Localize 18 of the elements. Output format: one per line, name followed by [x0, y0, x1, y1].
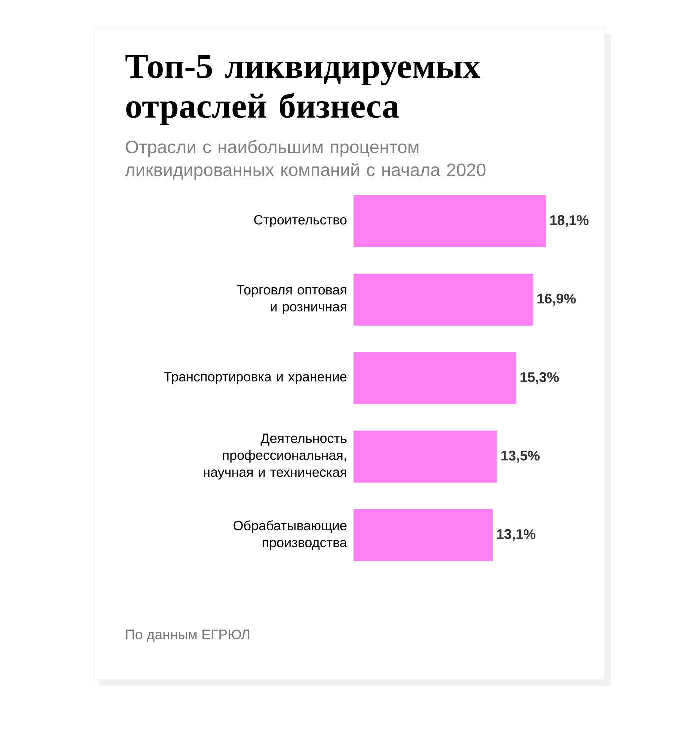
bar	[354, 352, 516, 404]
y-tick-label: Строительство	[254, 215, 347, 228]
y-tick-label: Транспортировка и хранение	[164, 372, 347, 384]
y-tick-label: Обрабатывающие производства	[234, 520, 348, 550]
bar	[354, 274, 534, 326]
y-tick-label: Деятельность профессиональная, научная и техническая	[204, 434, 347, 480]
y-tick-label: Торговля оптовая и розничная	[236, 285, 346, 314]
bar	[354, 430, 498, 483]
bar	[354, 195, 546, 248]
data-label: 15,3%	[520, 372, 560, 384]
bar	[354, 509, 493, 562]
chart-subtitle: Отрасли с наибольшим процентом ликвидированных компаний с начала 2020	[125, 140, 486, 180]
text: По данным ЕГРЮЛ	[126, 630, 250, 642]
data-label: 16,9%	[538, 294, 576, 306]
data-label: 13,5%	[502, 450, 540, 463]
data-label: 18,1%	[550, 215, 589, 228]
chart-title: Топ-5 ликвидируемых отраслей бизнеса	[126, 55, 480, 126]
data-label: 13,1%	[497, 529, 536, 542]
